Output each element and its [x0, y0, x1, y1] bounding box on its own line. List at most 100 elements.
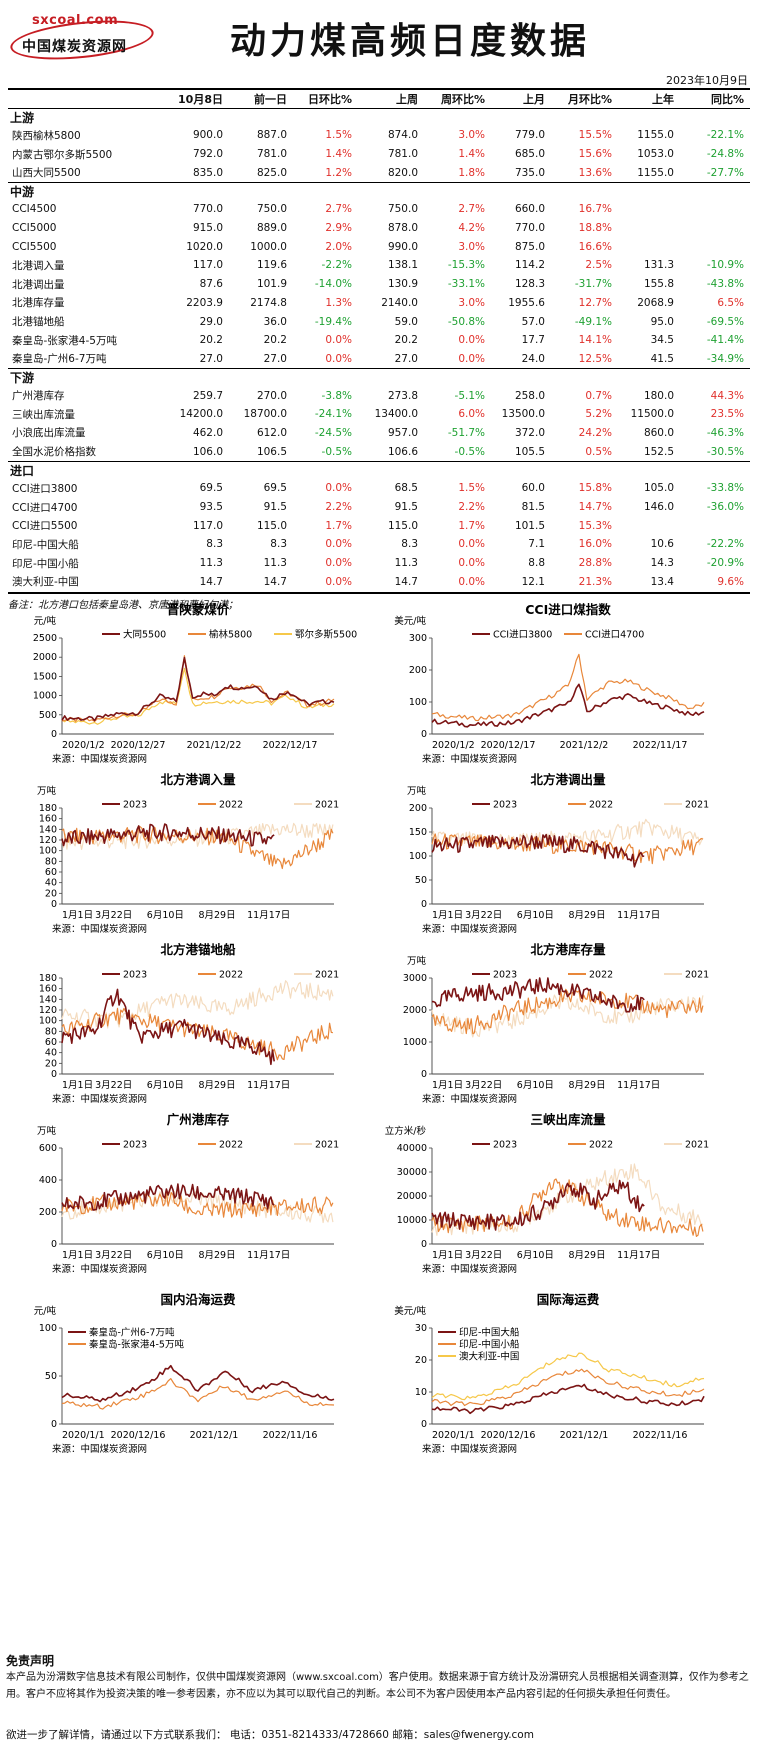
y-axis-label: 美元/吨 — [394, 615, 426, 627]
table-cell: 12.1 — [521, 575, 545, 588]
x-tick-label: 1月1日 — [62, 1080, 93, 1091]
row-label: 印尼-中国大船 — [12, 538, 79, 551]
table-cell: 128.3 — [514, 278, 545, 291]
x-tick-label: 2020/12/17 — [481, 740, 536, 751]
table-row: 秦皇岛-广州6-7万吨 27.0 27.0 0.0% 27.0 0.0% 24.0 12.5%… — [8, 350, 750, 369]
table-cell — [618, 516, 680, 535]
table-cell: 59.0 — [394, 315, 418, 328]
section-row: 中游 — [8, 182, 750, 201]
table-cell: 685.0 — [514, 148, 545, 161]
x-tick-label: 8月29日 — [568, 1250, 605, 1261]
table-cell: 29.0 — [199, 315, 223, 328]
table-cell: 0.0% — [325, 334, 352, 347]
table-cell: 957.0 — [387, 426, 418, 439]
table-cell: 15.5% — [578, 129, 612, 142]
series-line — [431, 653, 705, 722]
chart-source: 来源：中国煤炭资源网 — [52, 1263, 147, 1275]
table-cell: 1.5% — [325, 129, 352, 142]
section-row: 上游 — [8, 108, 750, 126]
table-cell: 106.0 — [192, 445, 223, 458]
table-cell: 13500.0 — [501, 408, 545, 421]
x-tick-label: 2020/12/27 — [111, 740, 166, 751]
y-tick-label: 80 — [45, 856, 57, 867]
table-cell: 3.0% — [458, 240, 485, 253]
x-tick-label: 3月22日 — [95, 910, 132, 921]
table-cell: 14.7 — [199, 575, 223, 588]
table-cell: -5.1% — [454, 389, 485, 402]
table-cell: 27.0 — [394, 352, 418, 365]
legend-label: 2023 — [123, 800, 147, 811]
table-cell: -31.7% — [574, 278, 612, 291]
table-cell: 2174.8 — [250, 296, 287, 309]
y-tick-label: 10 — [415, 1387, 427, 1398]
series-line — [61, 1191, 334, 1219]
table-header-row: 10月8日 前一日 日环比% 上周 周环比% 上月 月环比% 上年 同比% — [8, 88, 750, 109]
row-label: 北港库存量 — [12, 297, 65, 310]
column-header: 10月8日 — [166, 88, 229, 109]
table-cell: 138.1 — [387, 259, 418, 272]
table-cell: 20.2 — [394, 334, 418, 347]
table-cell: 117.0 — [192, 519, 223, 532]
table-cell: -10.9% — [706, 259, 744, 272]
x-tick-label: 6月10日 — [147, 1250, 184, 1261]
table-row: CCI进口5500 117.0 115.0 1.7% 115.0 1.7% 101.5 15.… — [8, 516, 750, 535]
series-line — [431, 988, 704, 1035]
x-tick-label: 1月1日 — [432, 1080, 463, 1091]
legend-label: CCI进口3800 — [493, 630, 552, 641]
table-cell: 11.3 — [199, 557, 223, 570]
x-tick-label: 11月17日 — [247, 910, 290, 921]
table-cell: 155.8 — [643, 278, 674, 291]
table-cell: -19.4% — [314, 315, 352, 328]
table-row: 印尼-中国大船 8.3 8.3 0.0% 8.3 0.0% 7.1 16.0% 10.6 -22.… — [8, 535, 750, 554]
chart-source: 来源：中国煤炭资源网 — [422, 923, 517, 935]
chart-source: 来源：中国煤炭资源网 — [422, 1263, 517, 1275]
legend-label: 大同5500 — [123, 629, 166, 641]
legend-label: 2022 — [589, 800, 613, 811]
table-cell: 1053.0 — [637, 148, 674, 161]
chart: 北方港锚地船 0 20 40 60 80 100 120 140 160 180 1月1日 3月22日 6… — [12, 940, 342, 1124]
y-axis-label: 万吨 — [407, 955, 427, 967]
table-cell: -24.5% — [314, 426, 352, 439]
table-cell: 0.0% — [458, 557, 485, 570]
chart-title: 国内沿海运费 — [160, 1292, 236, 1307]
table-cell: 781.0 — [256, 148, 287, 161]
chart-title: 广州港库存 — [167, 1112, 230, 1127]
chart-title: 北方港调入量 — [160, 772, 236, 787]
table-cell: 101.5 — [514, 519, 545, 532]
y-axis-label: 元/吨 — [34, 615, 57, 627]
series-line — [431, 994, 704, 1038]
table-cell: 875.0 — [514, 240, 545, 253]
series-line — [431, 1178, 704, 1238]
section-row: 下游 — [8, 368, 750, 387]
table-cell: 20.2 — [263, 334, 287, 347]
table-cell: -69.5% — [706, 315, 744, 328]
y-tick-label: 0 — [51, 729, 57, 740]
legend-label: 2023 — [123, 1140, 147, 1151]
table-cell: 887.0 — [256, 129, 287, 142]
chart-title: 北方港锚地船 — [160, 942, 236, 957]
table-cell: 0.7% — [585, 389, 612, 402]
chart: 广州港库存 万吨 0 200 400 600 1月1日 3月22日 6月10日 8月29日 11月1… — [12, 1110, 342, 1294]
table-cell: -41.4% — [706, 334, 744, 347]
y-tick-label: 0 — [51, 1239, 57, 1250]
column-header — [8, 88, 166, 109]
x-tick-label: 8月29日 — [198, 1250, 235, 1261]
x-tick-label: 2020/1/1 — [62, 1430, 105, 1441]
table-cell: 779.0 — [514, 129, 545, 142]
legend-label: 2023 — [493, 970, 517, 981]
table-cell: 0.5% — [585, 445, 612, 458]
x-tick-label: 2021/12/1 — [560, 1430, 609, 1441]
row-label: 内蒙古鄂尔多斯5500 — [12, 148, 113, 161]
table-cell: 860.0 — [643, 426, 674, 439]
column-header: 周环比% — [424, 88, 491, 109]
table-cell: 91.5 — [394, 501, 418, 514]
table-cell: 95.0 — [650, 315, 674, 328]
table-cell: 820.0 — [387, 166, 418, 179]
table-cell — [618, 237, 680, 256]
legend-label: 2022 — [219, 1140, 243, 1151]
table-cell: 13400.0 — [374, 408, 418, 421]
table-row: 全国水泥价格指数 106.0 106.5 -0.5% 106.6 -0.5% 105.5 0.… — [8, 442, 750, 461]
